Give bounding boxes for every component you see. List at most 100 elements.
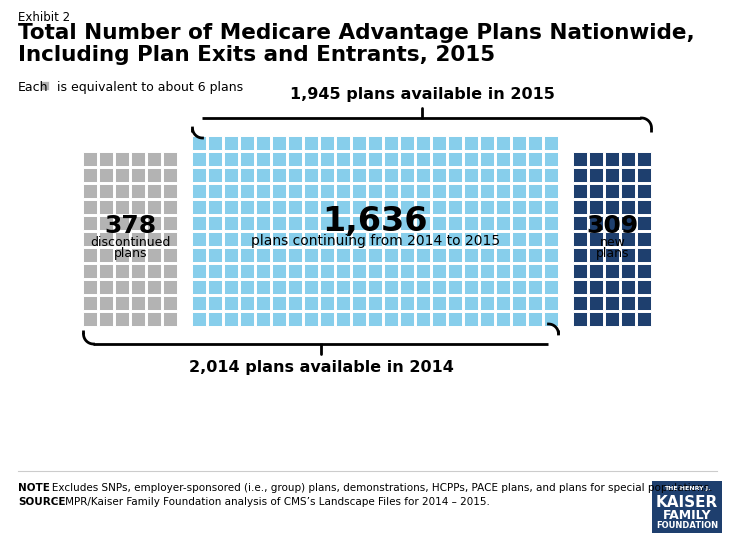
- Bar: [448, 248, 462, 262]
- Bar: [193, 296, 207, 310]
- Bar: [84, 200, 98, 214]
- Bar: [353, 184, 367, 198]
- Bar: [115, 216, 129, 230]
- Text: Total Number of Medicare Advantage Plans Nationwide,
Including Plan Exits and En: Total Number of Medicare Advantage Plans…: [18, 23, 695, 66]
- Bar: [148, 296, 162, 310]
- Bar: [448, 280, 462, 294]
- Bar: [512, 296, 526, 310]
- Bar: [432, 168, 446, 182]
- Bar: [224, 264, 238, 278]
- Bar: [224, 152, 238, 166]
- Bar: [589, 184, 603, 198]
- Bar: [353, 152, 367, 166]
- Bar: [589, 168, 603, 182]
- Bar: [163, 168, 177, 182]
- Bar: [224, 168, 238, 182]
- Bar: [622, 312, 636, 326]
- Bar: [337, 136, 351, 150]
- Bar: [512, 152, 526, 166]
- Bar: [289, 184, 303, 198]
- Bar: [622, 216, 636, 230]
- Bar: [448, 152, 462, 166]
- Bar: [465, 184, 478, 198]
- Bar: [589, 296, 603, 310]
- Bar: [481, 168, 495, 182]
- Bar: [545, 152, 559, 166]
- Bar: [84, 264, 98, 278]
- Bar: [132, 168, 146, 182]
- Bar: [652, 481, 722, 533]
- Bar: [240, 184, 254, 198]
- Bar: [257, 136, 270, 150]
- Bar: [132, 216, 146, 230]
- Bar: [353, 168, 367, 182]
- Bar: [432, 232, 446, 246]
- Bar: [337, 280, 351, 294]
- Bar: [432, 200, 446, 214]
- Bar: [622, 296, 636, 310]
- Bar: [257, 200, 270, 214]
- Bar: [115, 200, 129, 214]
- Bar: [320, 136, 334, 150]
- Bar: [606, 152, 620, 166]
- Bar: [481, 152, 495, 166]
- Bar: [289, 232, 303, 246]
- Bar: [337, 152, 351, 166]
- Bar: [528, 168, 542, 182]
- Bar: [481, 200, 495, 214]
- Bar: [209, 184, 223, 198]
- Bar: [353, 312, 367, 326]
- Bar: [148, 184, 162, 198]
- Bar: [337, 232, 351, 246]
- Bar: [132, 232, 146, 246]
- Bar: [384, 280, 398, 294]
- Bar: [209, 312, 223, 326]
- Bar: [465, 152, 478, 166]
- Bar: [353, 248, 367, 262]
- Bar: [99, 264, 113, 278]
- Bar: [637, 296, 651, 310]
- Bar: [401, 232, 415, 246]
- Bar: [497, 200, 511, 214]
- Bar: [257, 264, 270, 278]
- Bar: [432, 248, 446, 262]
- Bar: [115, 312, 129, 326]
- Bar: [545, 184, 559, 198]
- Bar: [528, 296, 542, 310]
- Bar: [573, 232, 587, 246]
- Bar: [273, 280, 287, 294]
- Bar: [320, 184, 334, 198]
- Bar: [589, 280, 603, 294]
- Bar: [289, 136, 303, 150]
- Bar: [163, 184, 177, 198]
- Bar: [115, 296, 129, 310]
- Bar: [589, 216, 603, 230]
- Bar: [401, 200, 415, 214]
- Bar: [573, 184, 587, 198]
- Bar: [512, 264, 526, 278]
- Bar: [528, 312, 542, 326]
- Bar: [497, 312, 511, 326]
- Bar: [240, 168, 254, 182]
- Text: 2,014 plans available in 2014: 2,014 plans available in 2014: [189, 360, 453, 375]
- Bar: [368, 280, 382, 294]
- Bar: [606, 296, 620, 310]
- Bar: [84, 216, 98, 230]
- Bar: [368, 216, 382, 230]
- Bar: [240, 248, 254, 262]
- Bar: [320, 232, 334, 246]
- Bar: [337, 184, 351, 198]
- Text: Exhibit 2: Exhibit 2: [18, 11, 70, 24]
- Text: discontinued: discontinued: [90, 235, 171, 249]
- Bar: [637, 200, 651, 214]
- Bar: [417, 184, 431, 198]
- Bar: [368, 264, 382, 278]
- Bar: [163, 296, 177, 310]
- Bar: [417, 168, 431, 182]
- Bar: [320, 312, 334, 326]
- Bar: [401, 184, 415, 198]
- Bar: [512, 184, 526, 198]
- Bar: [417, 264, 431, 278]
- Bar: [99, 200, 113, 214]
- Bar: [163, 152, 177, 166]
